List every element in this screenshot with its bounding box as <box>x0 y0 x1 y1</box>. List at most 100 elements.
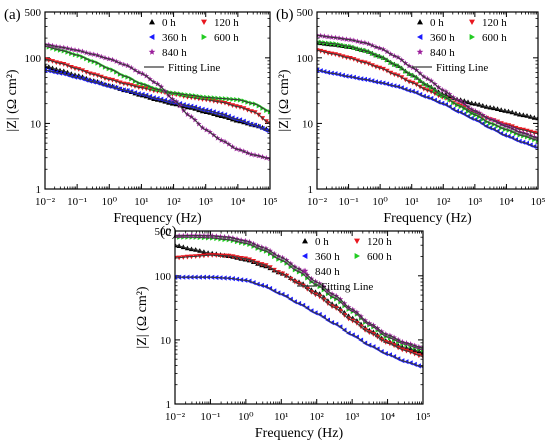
fitting-line <box>175 254 423 358</box>
fitting-line <box>175 236 423 351</box>
y-tick-label: 1 <box>36 184 42 196</box>
y-axis-label: |Z| (Ω cm²) <box>277 69 292 132</box>
x-tick-label: 10² <box>436 196 451 208</box>
fitting-line <box>45 45 270 113</box>
legend-label: 360 h <box>315 251 340 263</box>
x-tick-label: 10⁻¹ <box>339 196 359 208</box>
legend-label: 600 h <box>367 251 392 263</box>
y-tick-label: 1 <box>308 184 314 196</box>
x-tick-label: 10¹ <box>274 411 288 423</box>
legend-label: Fitting Line <box>436 62 488 74</box>
x-axis-label: Frequency (Hz) <box>113 211 202 226</box>
y-tick-label: 100 <box>297 53 314 65</box>
legend-label: 0 h <box>162 17 176 29</box>
x-axis-label: Frequency (Hz) <box>255 426 344 441</box>
legend-label: 840 h <box>315 266 340 278</box>
y-tick-label: 500 <box>155 226 172 238</box>
x-tick-label: 10⁰ <box>238 411 254 423</box>
x-tick-label: 10³ <box>345 411 360 423</box>
legend: 0 h 120 h 360 h 600 h 840 h Fitting Line <box>412 17 507 74</box>
x-tick-label: 10⁰ <box>102 196 118 208</box>
x-tick-label: 10⁻² <box>35 196 56 208</box>
legend-label: Fitting Line <box>168 62 220 74</box>
plot-area <box>175 232 423 369</box>
plot-frame <box>44 11 271 190</box>
fitting-line <box>45 58 270 124</box>
y-tick-label: 10 <box>30 118 42 130</box>
x-tick-label: 10³ <box>199 196 214 208</box>
legend-marker <box>201 34 207 40</box>
legend-marker <box>302 253 308 259</box>
y-tick-label: 500 <box>25 7 42 19</box>
legend-label: 360 h <box>162 32 187 44</box>
y-tick-label: 500 <box>297 7 314 19</box>
legend-label: 840 h <box>162 47 187 59</box>
x-tick-label: 10² <box>166 196 181 208</box>
legend-marker <box>149 34 155 40</box>
y-axis-label: |Z| (Ω cm²) <box>135 286 150 349</box>
data-point <box>535 115 538 121</box>
fitting-line <box>45 43 270 160</box>
legend-marker <box>354 238 360 244</box>
legend-label: 600 h <box>214 32 239 44</box>
legend-marker <box>149 19 155 25</box>
x-tick-label: 10¹ <box>405 196 419 208</box>
panel-label: (c) <box>160 224 177 240</box>
x-tick-label: 10⁵ <box>263 196 278 208</box>
legend-label: 840 h <box>430 47 455 59</box>
legend-label: Fitting Line <box>321 281 373 293</box>
legend-label: 120 h <box>214 17 239 29</box>
legend-marker <box>301 267 309 274</box>
fitting-line <box>317 41 538 141</box>
legend-marker <box>417 34 423 40</box>
fitting-line <box>317 69 538 149</box>
x-tick-label: 10⁻¹ <box>200 411 220 423</box>
fitting-line <box>317 42 538 119</box>
x-tick-label: 10⁻² <box>165 411 186 423</box>
fitting-line <box>45 69 270 133</box>
fitting-line <box>317 34 538 139</box>
legend-marker <box>469 34 475 40</box>
legend-marker <box>201 19 207 25</box>
y-tick-label: 1 <box>166 399 172 411</box>
legend-label: 0 h <box>315 236 329 248</box>
data-point <box>535 131 538 137</box>
panel-a: (a) 10⁻² 10⁻¹ 10⁰ 10¹ 10² 10³ 10⁴ 10⁵ 1 10 100 500 Fr… <box>4 7 278 226</box>
legend-label: 600 h <box>482 32 507 44</box>
legend: 0 h 120 h 360 h 600 h 840 h Fitting Line <box>297 236 392 293</box>
x-tick-label: 10⁵ <box>416 411 431 423</box>
plot-area <box>45 41 270 162</box>
x-tick-label: 10⁴ <box>230 196 245 208</box>
legend-label: 0 h <box>430 17 444 29</box>
legend-marker <box>416 48 424 55</box>
panel-c: (c) 10⁻² 10⁻¹ 10⁰ 10¹ 10² 10³ 10⁴ 10⁵ 1 10 100 500 Fr… <box>135 224 431 441</box>
legend-marker <box>148 48 156 55</box>
plot-frame <box>174 230 424 405</box>
legend-label: 120 h <box>482 17 507 29</box>
legend-marker <box>354 253 360 259</box>
x-tick-label: 10¹ <box>134 196 148 208</box>
legend-label: 360 h <box>430 32 455 44</box>
x-tick-label: 10⁻² <box>307 196 328 208</box>
x-tick-label: 10³ <box>468 196 483 208</box>
x-tick-label: 10⁴ <box>380 411 395 423</box>
legend-marker <box>417 19 423 25</box>
x-tick-label: 10⁰ <box>372 196 388 208</box>
y-tick-label: 100 <box>25 53 42 65</box>
x-tick-label: 10⁻¹ <box>67 196 87 208</box>
legend: 0 h 120 h 360 h 600 h 840 h Fitting Line <box>144 17 239 74</box>
fitting-line <box>175 234 423 349</box>
x-tick-label: 10² <box>310 411 325 423</box>
y-axis-label: |Z| (Ω cm²) <box>5 69 20 132</box>
panel-label: (b) <box>276 7 294 23</box>
x-axis-label: Frequency (Hz) <box>383 211 472 226</box>
data-point <box>267 121 270 126</box>
y-tick-label: 10 <box>160 335 172 347</box>
panel-b: (b) 10⁻² 10⁻¹ 10⁰ 10¹ 10² 10³ 10⁴ 10⁵ 1 10 100 500 Fr… <box>276 7 546 226</box>
legend-label: 120 h <box>367 236 392 248</box>
y-tick-label: 10 <box>302 118 314 130</box>
legend-marker <box>469 19 475 25</box>
plot-frame <box>316 11 539 190</box>
x-tick-label: 10⁴ <box>499 196 514 208</box>
